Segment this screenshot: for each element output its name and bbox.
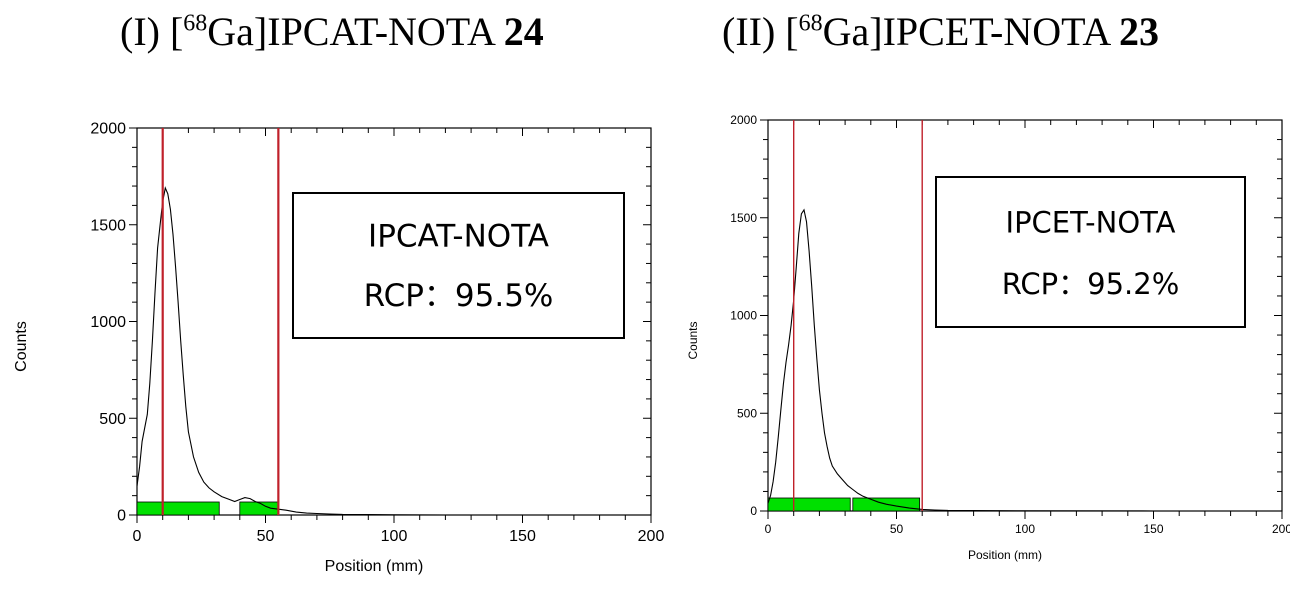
- x-tick-label: 100: [381, 528, 408, 545]
- x-tick-label: 0: [765, 522, 772, 536]
- x-tick-label: 200: [638, 528, 665, 545]
- panel-1-title: (I) [68Ga]IPCAT-NOTA 24: [120, 9, 544, 54]
- x-tick-label: 50: [890, 522, 904, 536]
- counts-trace: [136, 186, 651, 516]
- annotation-box: [292, 192, 625, 339]
- annotation-box: [935, 176, 1246, 328]
- region-bar: [767, 497, 851, 512]
- panel-2-title: (II) [68Ga]IPCET-NOTA 23: [722, 9, 1160, 54]
- x-tick-label: 150: [1143, 522, 1163, 536]
- y-axis-label: Counts: [13, 321, 30, 372]
- y-tick-label: 2000: [730, 113, 757, 127]
- region-bar: [136, 501, 220, 516]
- x-axis-label: Position (mm): [968, 548, 1042, 562]
- annotation-rcp: RCP：95.5%: [364, 278, 554, 314]
- annotation-compound: IPCET-NOTA: [1006, 206, 1176, 240]
- y-tick-label: 1500: [730, 211, 757, 225]
- x-axis-label: Position (mm): [325, 558, 424, 575]
- y-tick-label: 1000: [730, 309, 757, 323]
- x-tick-label: 150: [509, 528, 536, 545]
- x-tick-label: 0: [133, 528, 142, 545]
- y-tick-label: 0: [117, 508, 126, 525]
- y-tick-label: 1000: [90, 314, 126, 331]
- y-tick-label: 500: [99, 411, 126, 428]
- annotation-compound: IPCAT-NOTA: [368, 219, 549, 255]
- x-tick-label: 50: [257, 528, 275, 545]
- y-tick-label: 500: [737, 406, 757, 420]
- x-tick-label: 100: [1015, 522, 1035, 536]
- y-axis-label: Counts: [686, 321, 700, 359]
- annotation-rcp: RCP：95.2%: [1002, 267, 1180, 301]
- counts-trace: [767, 208, 1282, 512]
- y-tick-label: 1500: [90, 217, 126, 234]
- y-tick-label: 0: [750, 504, 757, 518]
- y-tick-label: 2000: [90, 121, 126, 138]
- x-tick-label: 200: [1272, 522, 1290, 536]
